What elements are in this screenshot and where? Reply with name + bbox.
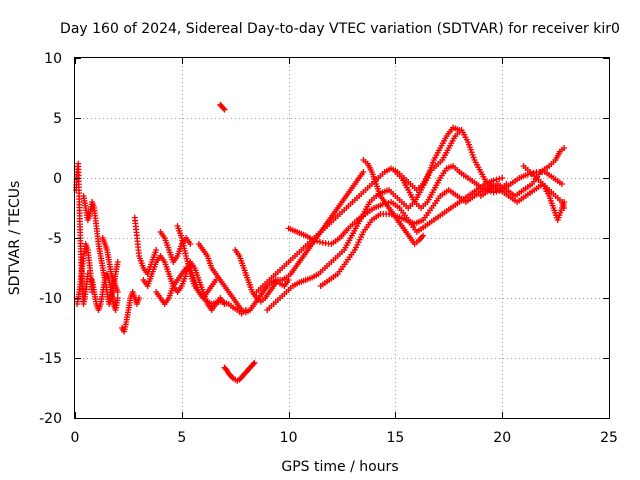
y-tick-label: 0	[53, 171, 62, 187]
y-tick-label: -20	[39, 411, 62, 427]
y-tick-labels: -20 -15 -10 -5 0 5 10	[39, 51, 62, 427]
x-tick-label: 5	[177, 430, 186, 446]
series-arc-w	[478, 145, 567, 199]
data-points	[73, 102, 567, 384]
series-arc-n	[222, 360, 258, 384]
y-tick-label: -10	[39, 291, 62, 307]
data-point	[499, 175, 505, 181]
x-tick-label: 10	[280, 430, 298, 446]
series-arc-m	[217, 102, 227, 113]
series-arc-a	[73, 161, 91, 307]
y-tick-label: -15	[39, 351, 62, 367]
data-point-interp	[531, 170, 537, 176]
x-axis-label: GPS time / hours	[281, 459, 398, 475]
chart-title: Day 160 of 2024, Sidereal Day-to-day VTE…	[60, 21, 620, 37]
y-tick-label: 10	[44, 51, 62, 67]
y-tick-label: 5	[53, 111, 62, 127]
sdtvar-chart: Day 160 of 2024, Sidereal Day-to-day VTE…	[0, 0, 640, 480]
y-axis-label: SDTVAR / TECUs	[7, 181, 23, 296]
x-tick-label: 15	[386, 430, 404, 446]
x-tick-labels: 0 5 10 15 20 25	[71, 430, 618, 446]
y-tick-label: -5	[48, 231, 62, 247]
x-tick-label: 0	[71, 430, 80, 446]
data-point-interp	[496, 176, 502, 182]
x-tick-label: 25	[600, 430, 618, 446]
x-tick-label: 20	[493, 430, 511, 446]
series-arc-f	[119, 289, 142, 335]
series-arc-q	[264, 125, 462, 313]
